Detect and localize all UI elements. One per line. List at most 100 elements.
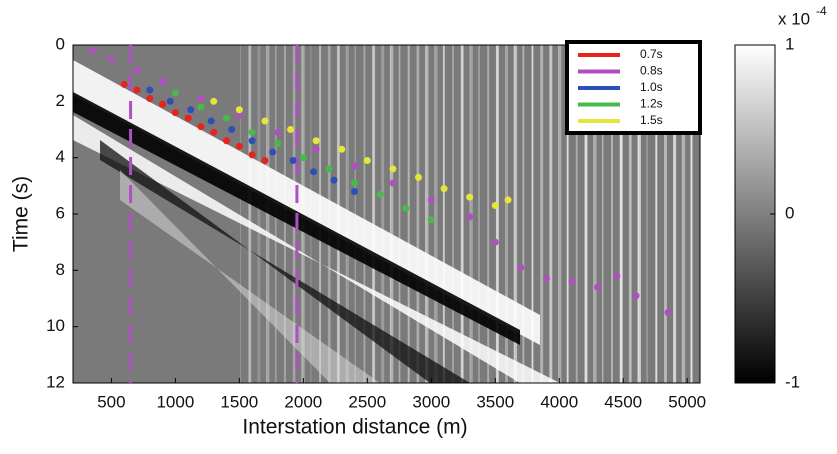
trace-stripe: [549, 45, 553, 383]
data-point: [210, 128, 218, 136]
data-point: [146, 95, 154, 103]
x-tick-label: 3500: [476, 392, 514, 411]
trace-stripe: [452, 45, 454, 383]
trace-stripe: [416, 45, 420, 383]
legend-label: 1.2s: [640, 97, 663, 111]
trace-stripe: [681, 45, 683, 383]
data-point: [351, 162, 359, 170]
trace-stripe: [372, 45, 376, 383]
trace-stripe: [505, 45, 508, 383]
trace-stripe: [407, 45, 410, 383]
data-point: [197, 103, 205, 111]
trace-stripe: [434, 45, 436, 383]
data-point: [289, 156, 297, 164]
trace-stripe: [266, 45, 270, 383]
trace-stripe: [690, 45, 693, 383]
colorbar-exponent: -4: [816, 4, 827, 18]
y-axis-title: Time (s): [10, 176, 33, 252]
data-point: [491, 238, 499, 246]
x-tick-label: 4000: [540, 392, 578, 411]
trace-stripe: [398, 45, 401, 383]
x-tick-label: 1500: [220, 392, 258, 411]
data-point: [389, 179, 397, 187]
trace-stripe: [389, 45, 391, 383]
data-point: [402, 204, 410, 212]
data-point: [210, 97, 218, 105]
trace-stripe: [514, 45, 518, 383]
y-tick-label: 0: [56, 34, 65, 53]
trace-stripe: [390, 45, 394, 383]
trace-stripe: [637, 45, 641, 383]
trace-stripe: [495, 45, 499, 383]
x-tick-label: 2000: [284, 392, 322, 411]
data-point: [504, 196, 512, 204]
x-tick-label: 4500: [604, 392, 642, 411]
data-point: [159, 100, 167, 108]
y-tick-label: 12: [46, 372, 65, 391]
trace-stripe: [487, 45, 490, 383]
trace-stripe: [673, 45, 677, 383]
trace-stripe: [266, 45, 268, 383]
trace-stripe: [434, 45, 438, 383]
data-point: [197, 95, 205, 103]
data-point: [120, 80, 128, 88]
trace-stripe: [664, 45, 667, 383]
x-tick-label: 1000: [156, 392, 194, 411]
data-point: [351, 187, 359, 195]
data-point: [414, 173, 422, 181]
trace-stripe: [513, 45, 515, 383]
trace-stripe: [566, 45, 569, 383]
data-point: [613, 272, 621, 280]
data-point: [184, 114, 192, 122]
data-point: [228, 126, 236, 133]
trace-stripe: [442, 45, 445, 383]
data-point: [466, 213, 474, 221]
data-point: [248, 128, 256, 136]
colorbar-multiplier: x 10: [778, 9, 810, 28]
data-point: [274, 140, 282, 148]
data-point: [274, 128, 282, 136]
trace-stripe: [531, 45, 534, 383]
colorbar-tick-label: -1: [785, 372, 800, 391]
data-point: [517, 264, 525, 272]
trace-stripe: [381, 45, 385, 383]
data-point: [330, 176, 338, 184]
data-point: [159, 78, 167, 86]
data-point: [269, 148, 277, 156]
y-tick-label: 6: [56, 203, 65, 222]
legend-label: 1.0s: [640, 80, 663, 94]
trace-stripe: [558, 45, 562, 383]
data-point: [223, 137, 231, 145]
data-point: [466, 193, 474, 201]
trace-stripe: [637, 45, 639, 383]
legend-label: 0.7s: [640, 47, 663, 61]
trace-stripe: [558, 45, 559, 383]
trace-stripe: [593, 45, 597, 383]
trace-stripe: [575, 45, 578, 383]
x-tick-label: 500: [97, 392, 125, 411]
data-point: [248, 151, 256, 159]
trace-stripe: [425, 45, 429, 383]
legend-label: 0.8s: [640, 64, 663, 78]
trace-stripe: [628, 45, 632, 383]
trace-stripe: [240, 45, 241, 383]
trace-stripe: [248, 45, 251, 383]
data-point: [427, 196, 435, 204]
data-point: [207, 117, 215, 125]
data-point: [568, 278, 576, 286]
trace-stripe: [584, 45, 588, 383]
data-point: [312, 145, 320, 153]
trace-stripe: [257, 45, 261, 383]
trace-stripe: [611, 45, 613, 383]
y-tick-label: 8: [56, 260, 65, 279]
trace-stripe: [682, 45, 686, 383]
trace-stripe: [425, 45, 427, 383]
data-point: [107, 55, 115, 63]
trace-stripe: [363, 45, 365, 383]
data-point: [542, 275, 550, 283]
trace-stripe: [655, 45, 658, 383]
trace-stripe: [372, 45, 375, 383]
data-point: [338, 145, 346, 153]
trace-stripe: [540, 45, 544, 383]
